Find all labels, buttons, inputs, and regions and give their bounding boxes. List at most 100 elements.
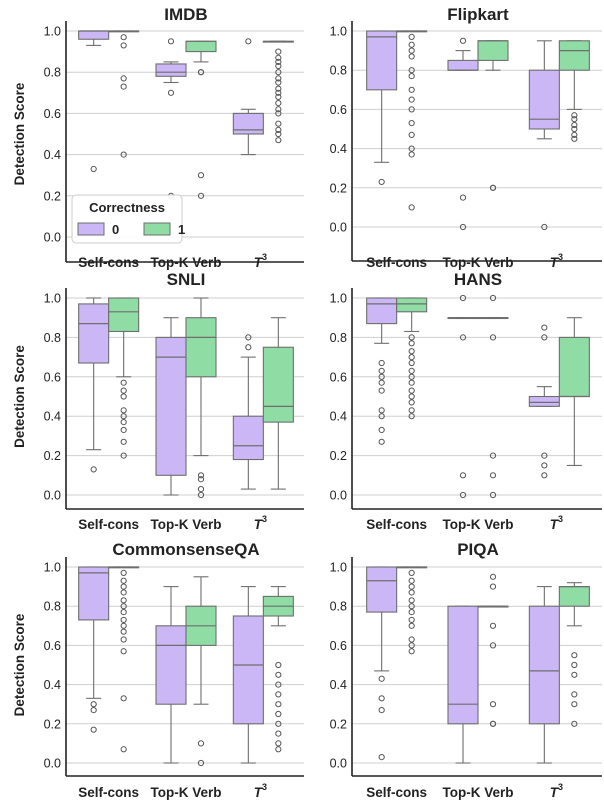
outlier-point xyxy=(120,616,127,624)
box-body xyxy=(155,625,187,705)
x-tick-label: T3 xyxy=(550,252,563,270)
outlier-point xyxy=(489,583,497,590)
x-tick-label: Self-cons xyxy=(366,517,427,532)
box-correct-1 xyxy=(108,566,140,753)
outlier-point xyxy=(571,131,578,138)
y-tick-label: 0.0 xyxy=(44,489,61,503)
outlier-point xyxy=(408,569,415,576)
outlier-point xyxy=(378,178,385,186)
outlier-point xyxy=(275,85,282,92)
outlier-point xyxy=(275,110,282,117)
box-body xyxy=(396,297,428,313)
outlier-point xyxy=(120,589,127,596)
y-tick-label: 0.0 xyxy=(44,231,61,245)
outlier-point xyxy=(489,701,497,708)
outlier-point xyxy=(120,452,127,459)
outlier-point xyxy=(489,452,497,459)
box-body xyxy=(366,566,398,613)
y-tick-label: 0.4 xyxy=(44,678,61,692)
box-correct-0 xyxy=(447,605,479,764)
x-tick-label: Top-K Verb xyxy=(150,785,221,800)
box-correct-1 xyxy=(558,582,590,727)
outlier-point xyxy=(378,387,385,394)
outlier-point xyxy=(378,379,385,386)
y-tick-label: 0.0 xyxy=(330,757,347,771)
outlier-point xyxy=(120,419,127,426)
outlier-point xyxy=(489,573,497,580)
y-tick-label: 0.6 xyxy=(44,107,61,121)
outlier-point xyxy=(378,675,385,682)
y-tick-label: 0.2 xyxy=(44,189,61,203)
outlier-point xyxy=(197,472,205,479)
legend: Correctness 0 1 xyxy=(71,194,185,244)
legend-swatch xyxy=(143,222,171,236)
outlier-point xyxy=(378,359,385,367)
outlier-point xyxy=(90,706,97,714)
outlier-point xyxy=(459,223,467,231)
outlier-point xyxy=(408,583,415,590)
outlier-point xyxy=(541,462,548,469)
outlier-point xyxy=(408,86,415,93)
chart-panel-5: 0.0 0.2 0.4 0.6 0.8 1.0 CommonsenseQA Detection… xyxy=(12,540,304,800)
outlier-point xyxy=(571,720,578,727)
x-tick-label: Top-K Verb xyxy=(150,255,221,270)
y-tick-label: 0.8 xyxy=(330,64,347,78)
y-tick-label: 0.2 xyxy=(44,449,61,463)
outlier-point xyxy=(245,344,252,351)
outlier-point xyxy=(408,399,415,406)
outlier-point xyxy=(408,589,415,596)
outlier-point xyxy=(120,438,127,445)
y-tick-label: 0.4 xyxy=(44,148,61,162)
y-tick-label: 0.8 xyxy=(44,331,61,345)
y-tick-label: 0.6 xyxy=(330,639,347,653)
outlier-point xyxy=(459,334,467,341)
outlier-point xyxy=(408,577,415,584)
outlier-point xyxy=(275,661,282,669)
outlier-point xyxy=(408,340,415,347)
outlier-point xyxy=(408,41,415,48)
outlier-point xyxy=(408,616,415,624)
box-body xyxy=(78,303,110,364)
outlier-point xyxy=(571,671,578,678)
outlier-point xyxy=(245,38,252,45)
outlier-point xyxy=(489,720,497,727)
outlier-point xyxy=(408,597,415,604)
outlier-point xyxy=(90,726,97,733)
outlier-point xyxy=(408,367,415,374)
outlier-point xyxy=(120,413,127,420)
outlier-point xyxy=(275,126,282,133)
outlier-point xyxy=(120,569,127,576)
outlier-point xyxy=(408,387,415,394)
box-body xyxy=(528,395,560,407)
outlier-point xyxy=(378,373,385,380)
y-tick-label: 0.2 xyxy=(330,449,347,463)
outlier-point xyxy=(571,691,578,698)
y-tick-label: 1.0 xyxy=(330,561,347,575)
box-correct-0 xyxy=(232,38,264,156)
x-tick-label: T3 xyxy=(254,514,267,532)
outlier-point xyxy=(408,47,415,54)
outlier-point xyxy=(275,137,282,144)
box-body xyxy=(185,40,217,53)
outlier-point xyxy=(408,334,415,341)
outlier-point xyxy=(571,661,578,669)
outlier-point xyxy=(120,746,127,753)
chart-panel-3: 0.0 0.2 0.4 0.6 0.8 1.0 SNLI Detection Score Sel… xyxy=(12,270,304,532)
outlier-point xyxy=(275,740,282,747)
chart-panel-4: 0.0 0.2 0.4 0.6 0.8 1.0 HANS Self-cons Top-K Ver… xyxy=(330,270,602,532)
outlier-point xyxy=(489,472,497,479)
x-tick-label: Self-cons xyxy=(366,785,427,800)
outlier-point xyxy=(378,407,385,414)
outlier-point xyxy=(90,165,97,173)
box-correct-0 xyxy=(447,37,479,231)
box-correct-0 xyxy=(447,294,479,499)
y-tick-label: 0.6 xyxy=(44,639,61,653)
box-correct-1 xyxy=(185,297,217,499)
x-tick-label: Top-K Verb xyxy=(442,255,513,270)
y-axis-label: Detection Score xyxy=(12,613,27,716)
outlier-point xyxy=(120,628,127,635)
y-tick-label: 1.0 xyxy=(44,25,61,39)
outlier-point xyxy=(275,691,282,698)
x-tick-label: T3 xyxy=(550,514,563,532)
